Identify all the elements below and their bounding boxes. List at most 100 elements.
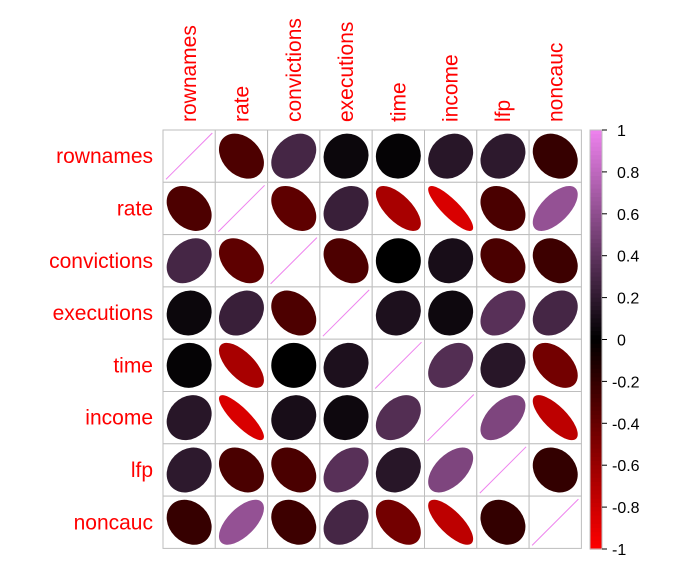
colorbar-segment bbox=[590, 398, 602, 403]
colorbar-segment bbox=[590, 431, 602, 437]
ellipse-time-convictions bbox=[271, 342, 317, 388]
column-label-executions: executions bbox=[335, 22, 358, 122]
ellipse-noncauc-executions bbox=[323, 499, 369, 545]
colorbar-segment bbox=[590, 364, 602, 370]
colorbar-segment bbox=[590, 532, 602, 538]
colorbar-segment bbox=[590, 343, 602, 349]
colorbar-segment bbox=[590, 352, 602, 357]
row-label-time: time bbox=[113, 354, 153, 377]
colorbar-segment bbox=[590, 205, 602, 211]
colorbar-segment bbox=[590, 268, 602, 274]
row-label-executions: executions bbox=[53, 302, 153, 325]
colorbar-segment bbox=[590, 339, 602, 345]
colorbar-segment bbox=[590, 180, 602, 186]
colorbar-segment bbox=[590, 146, 602, 152]
ellipse-rate-time bbox=[375, 185, 421, 231]
ellipse-noncauc-time bbox=[375, 499, 421, 545]
ellipse-rate-rownames bbox=[166, 185, 212, 231]
row-label-income: income bbox=[85, 407, 153, 430]
ellipse-executions-rownames bbox=[166, 290, 212, 336]
diagonal-mark-noncauc bbox=[531, 498, 579, 546]
colorbar-segment bbox=[590, 331, 602, 336]
colorbar-segment bbox=[590, 314, 602, 320]
colorbar-segment bbox=[590, 301, 602, 307]
ellipse-executions-lfp bbox=[480, 290, 526, 336]
colorbar-segment bbox=[590, 440, 602, 445]
colorbar-segment bbox=[590, 201, 602, 207]
colorbar-segment bbox=[590, 473, 602, 479]
colorbar-segment bbox=[590, 477, 602, 483]
ellipse-rownames-rate bbox=[218, 133, 264, 179]
colorbar-segment bbox=[590, 469, 602, 475]
colorbar-segment bbox=[590, 490, 602, 496]
colorbar-segment bbox=[590, 448, 602, 454]
ellipse-rownames-income bbox=[428, 133, 474, 179]
colorbar-segment bbox=[590, 536, 602, 542]
ellipse-convictions-income bbox=[428, 238, 474, 284]
colorbar-tick-label: 0.8 bbox=[617, 165, 639, 182]
ellipse-lfp-rate bbox=[218, 447, 264, 493]
ellipse-income-time bbox=[375, 395, 421, 441]
diagonal-mark-lfp bbox=[479, 446, 527, 494]
ellipse-executions-noncauc bbox=[532, 290, 578, 336]
ellipse-time-rownames bbox=[166, 342, 212, 388]
colorbar-segment bbox=[590, 444, 602, 450]
row-label-noncauc: noncauc bbox=[74, 511, 153, 534]
ellipse-convictions-lfp bbox=[480, 238, 526, 284]
colorbar-segment bbox=[590, 423, 602, 429]
colorbar-segment bbox=[590, 406, 602, 412]
colorbar-segment bbox=[590, 494, 602, 500]
colorbar-segment bbox=[590, 523, 602, 529]
diagonal-mark-time bbox=[374, 341, 422, 389]
colorbar-segment bbox=[590, 217, 602, 223]
ellipse-lfp-noncauc bbox=[532, 447, 578, 493]
ellipse-income-rownames bbox=[166, 395, 212, 441]
ellipse-lfp-convictions bbox=[271, 447, 317, 493]
colorbar-segment bbox=[590, 272, 602, 278]
column-label-noncauc: noncauc bbox=[544, 43, 567, 122]
colorbar-tick-label: -1 bbox=[612, 542, 626, 559]
ellipse-lfp-time bbox=[375, 447, 421, 493]
colorbar-segment bbox=[590, 389, 602, 395]
diagonal-mark-rate bbox=[217, 184, 265, 232]
colorbar-segment bbox=[590, 502, 602, 508]
colorbar-segment bbox=[590, 519, 602, 525]
colorbar-tick-label: 0.4 bbox=[617, 249, 639, 266]
colorbar-segment bbox=[590, 222, 602, 227]
ellipse-rownames-time bbox=[375, 133, 421, 179]
column-labels: rownames rate convictions executions time inc… bbox=[178, 18, 567, 122]
diagonal-mark-income bbox=[427, 394, 475, 442]
ellipse-lfp-rownames bbox=[166, 447, 212, 493]
colorbar-segment bbox=[590, 255, 602, 261]
column-label-lfp: lfp bbox=[492, 100, 515, 122]
colorbar-segment bbox=[590, 360, 602, 366]
colorbar-tick-label: 0.6 bbox=[617, 207, 639, 224]
colorbar-segment bbox=[590, 188, 602, 194]
colorbar-segment bbox=[590, 150, 602, 156]
colorbar-tick-label: -0.6 bbox=[612, 458, 640, 475]
colorbar-segment bbox=[590, 385, 602, 391]
colorbar-segment bbox=[590, 452, 602, 458]
diagonal-mark-rownames bbox=[165, 132, 213, 180]
colorbar-segment bbox=[590, 356, 602, 362]
colorbar-tick-label: 1 bbox=[617, 123, 626, 140]
ellipse-time-executions bbox=[323, 342, 369, 388]
ellipse-rate-lfp bbox=[480, 185, 526, 231]
colorbar-segment bbox=[590, 318, 602, 324]
row-label-rate: rate bbox=[117, 197, 153, 220]
colorbar-segment bbox=[590, 138, 602, 144]
colorbar-segment bbox=[590, 159, 602, 165]
colorbar-segment bbox=[590, 192, 602, 198]
correlation-cells bbox=[162, 129, 582, 549]
colorbar-segment bbox=[590, 461, 602, 466]
ellipse-income-lfp bbox=[480, 395, 526, 441]
colorbar-segment bbox=[590, 247, 602, 253]
ellipse-time-noncauc bbox=[532, 342, 578, 388]
ellipse-rate-convictions bbox=[271, 185, 317, 231]
colorbar-segment bbox=[590, 259, 602, 265]
colorbar-segment bbox=[590, 276, 602, 282]
colorbar-segment bbox=[590, 305, 602, 311]
colorbar-segment bbox=[590, 155, 602, 160]
ellipse-income-rate bbox=[218, 395, 264, 441]
